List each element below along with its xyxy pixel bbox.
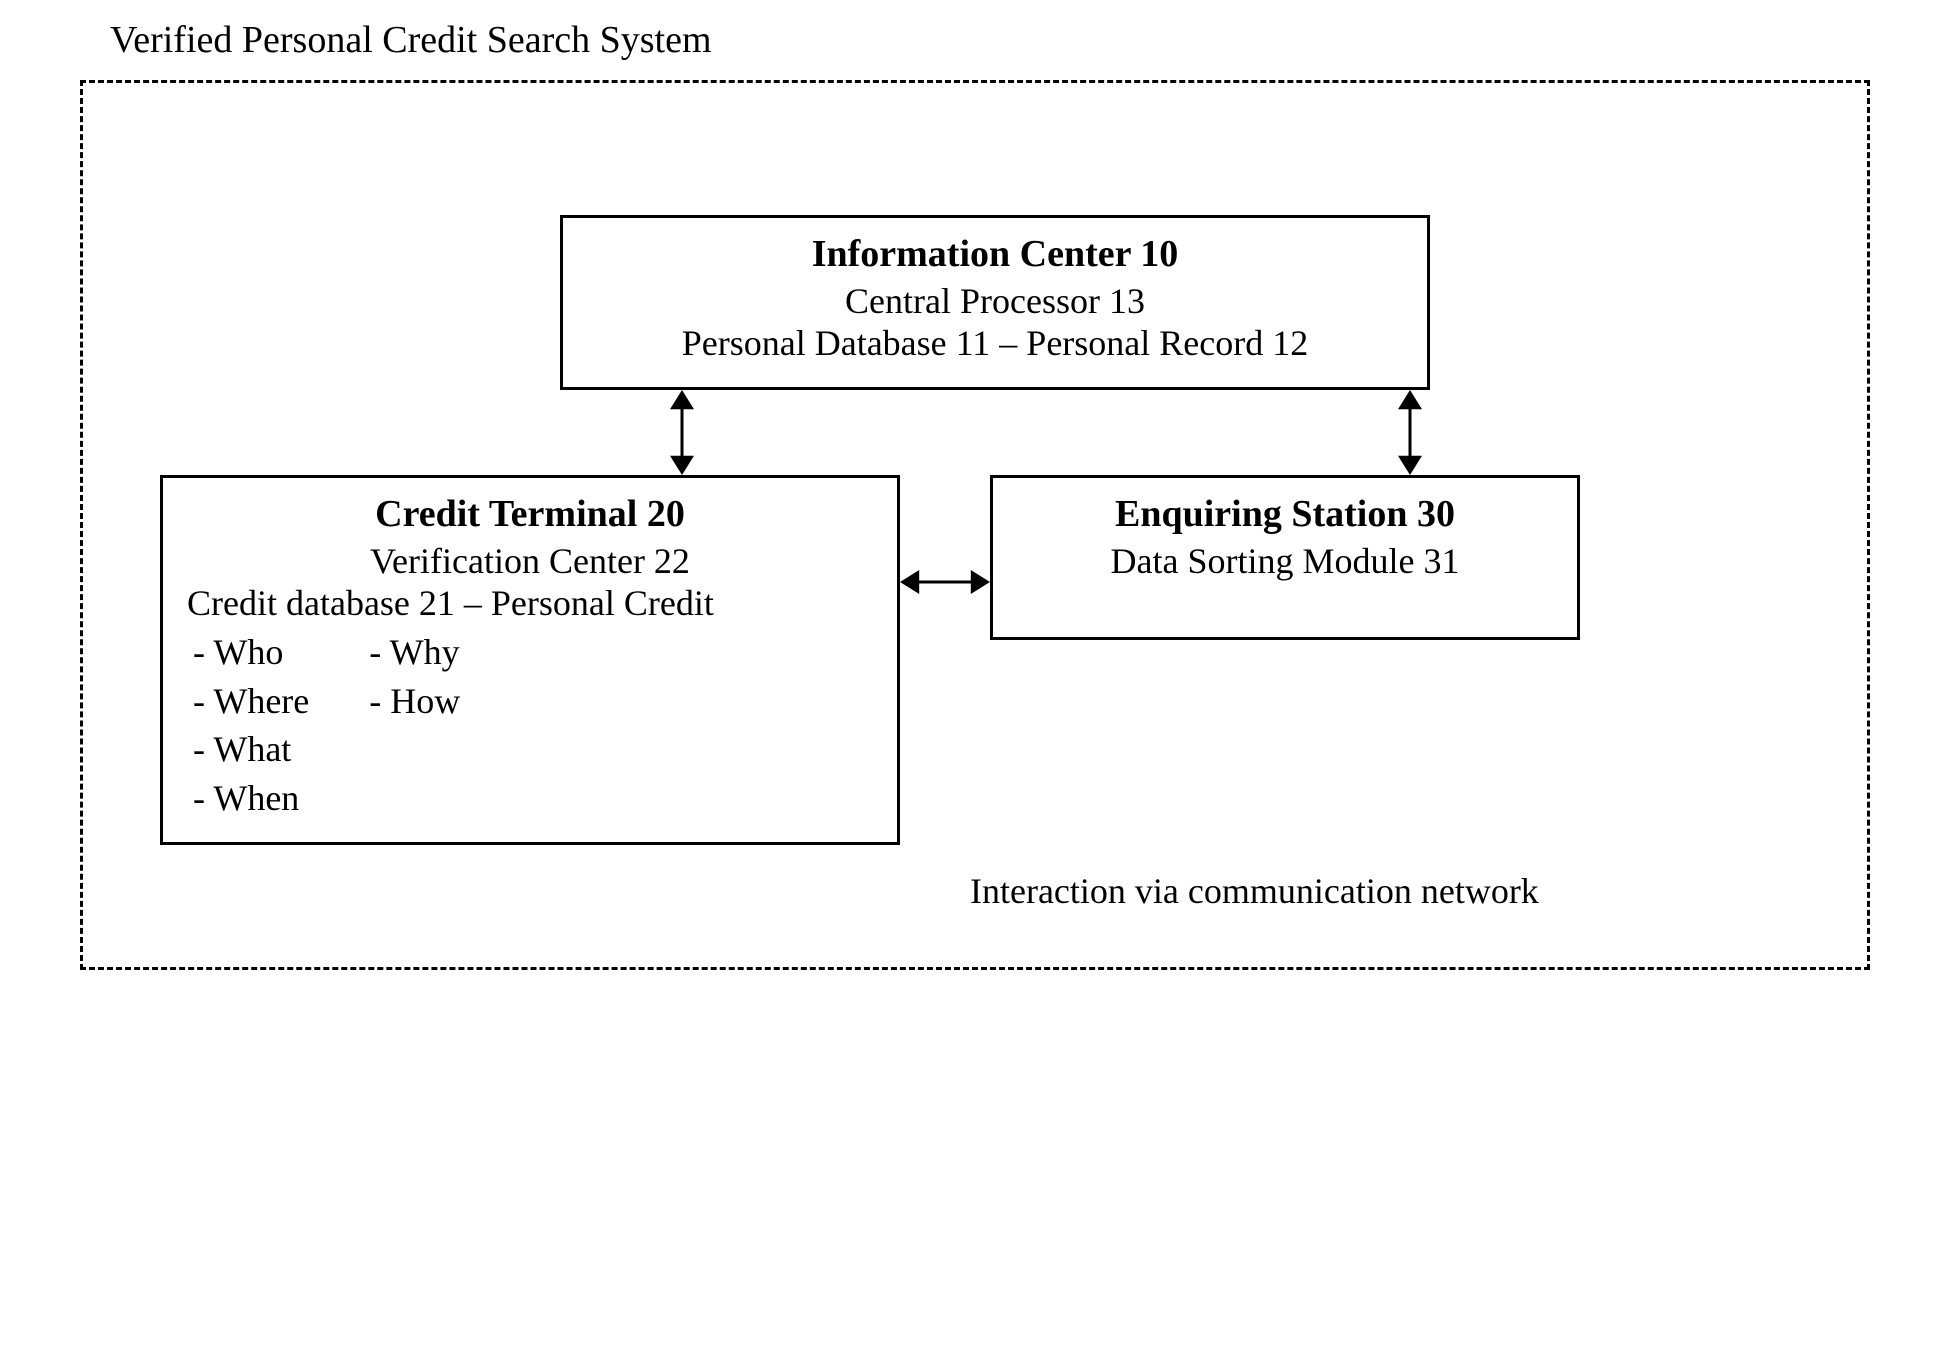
node-credit-terminal-title: Credit Terminal 20 (187, 492, 873, 536)
diagram-canvas: Verified Personal Credit Search System I… (0, 0, 1940, 1363)
node-credit-terminal: Credit Terminal 20 Verification Center 2… (160, 475, 900, 845)
bullet-where: - Where (193, 677, 309, 726)
bullet-why: - Why (369, 628, 460, 677)
node-credit-terminal-line-0: Verification Center 22 (187, 540, 873, 582)
bullet-who: - Who (193, 628, 309, 677)
node-enquiring-station-title: Enquiring Station 30 (1017, 492, 1553, 536)
edge-info-to-credit (666, 390, 698, 475)
node-credit-terminal-bullets: - Who - Where - What - When - Why - How (187, 628, 873, 822)
node-information-center-title: Information Center 10 (587, 232, 1403, 276)
node-information-center-line-1: Personal Database 11 – Personal Record 1… (587, 322, 1403, 364)
edge-credit-to-enquiring (900, 566, 990, 598)
node-enquiring-station-line-0: Data Sorting Module 31 (1017, 540, 1553, 582)
node-information-center: Information Center 10 Central Processor … (560, 215, 1430, 390)
bullet-when: - When (193, 774, 309, 823)
node-enquiring-station: Enquiring Station 30 Data Sorting Module… (990, 475, 1580, 640)
system-title: Verified Personal Credit Search System (110, 18, 712, 62)
interaction-caption: Interaction via communication network (970, 870, 1539, 912)
bullet-how: - How (369, 677, 460, 726)
bullets-col-1: - Who - Where - What - When (193, 628, 309, 822)
bullet-what: - What (193, 725, 309, 774)
node-credit-terminal-line-1: Credit database 21 – Personal Credit (187, 582, 873, 624)
node-information-center-line-0: Central Processor 13 (587, 280, 1403, 322)
edge-info-to-enquiring (1394, 390, 1426, 475)
bullets-col-2: - Why - How (369, 628, 460, 822)
